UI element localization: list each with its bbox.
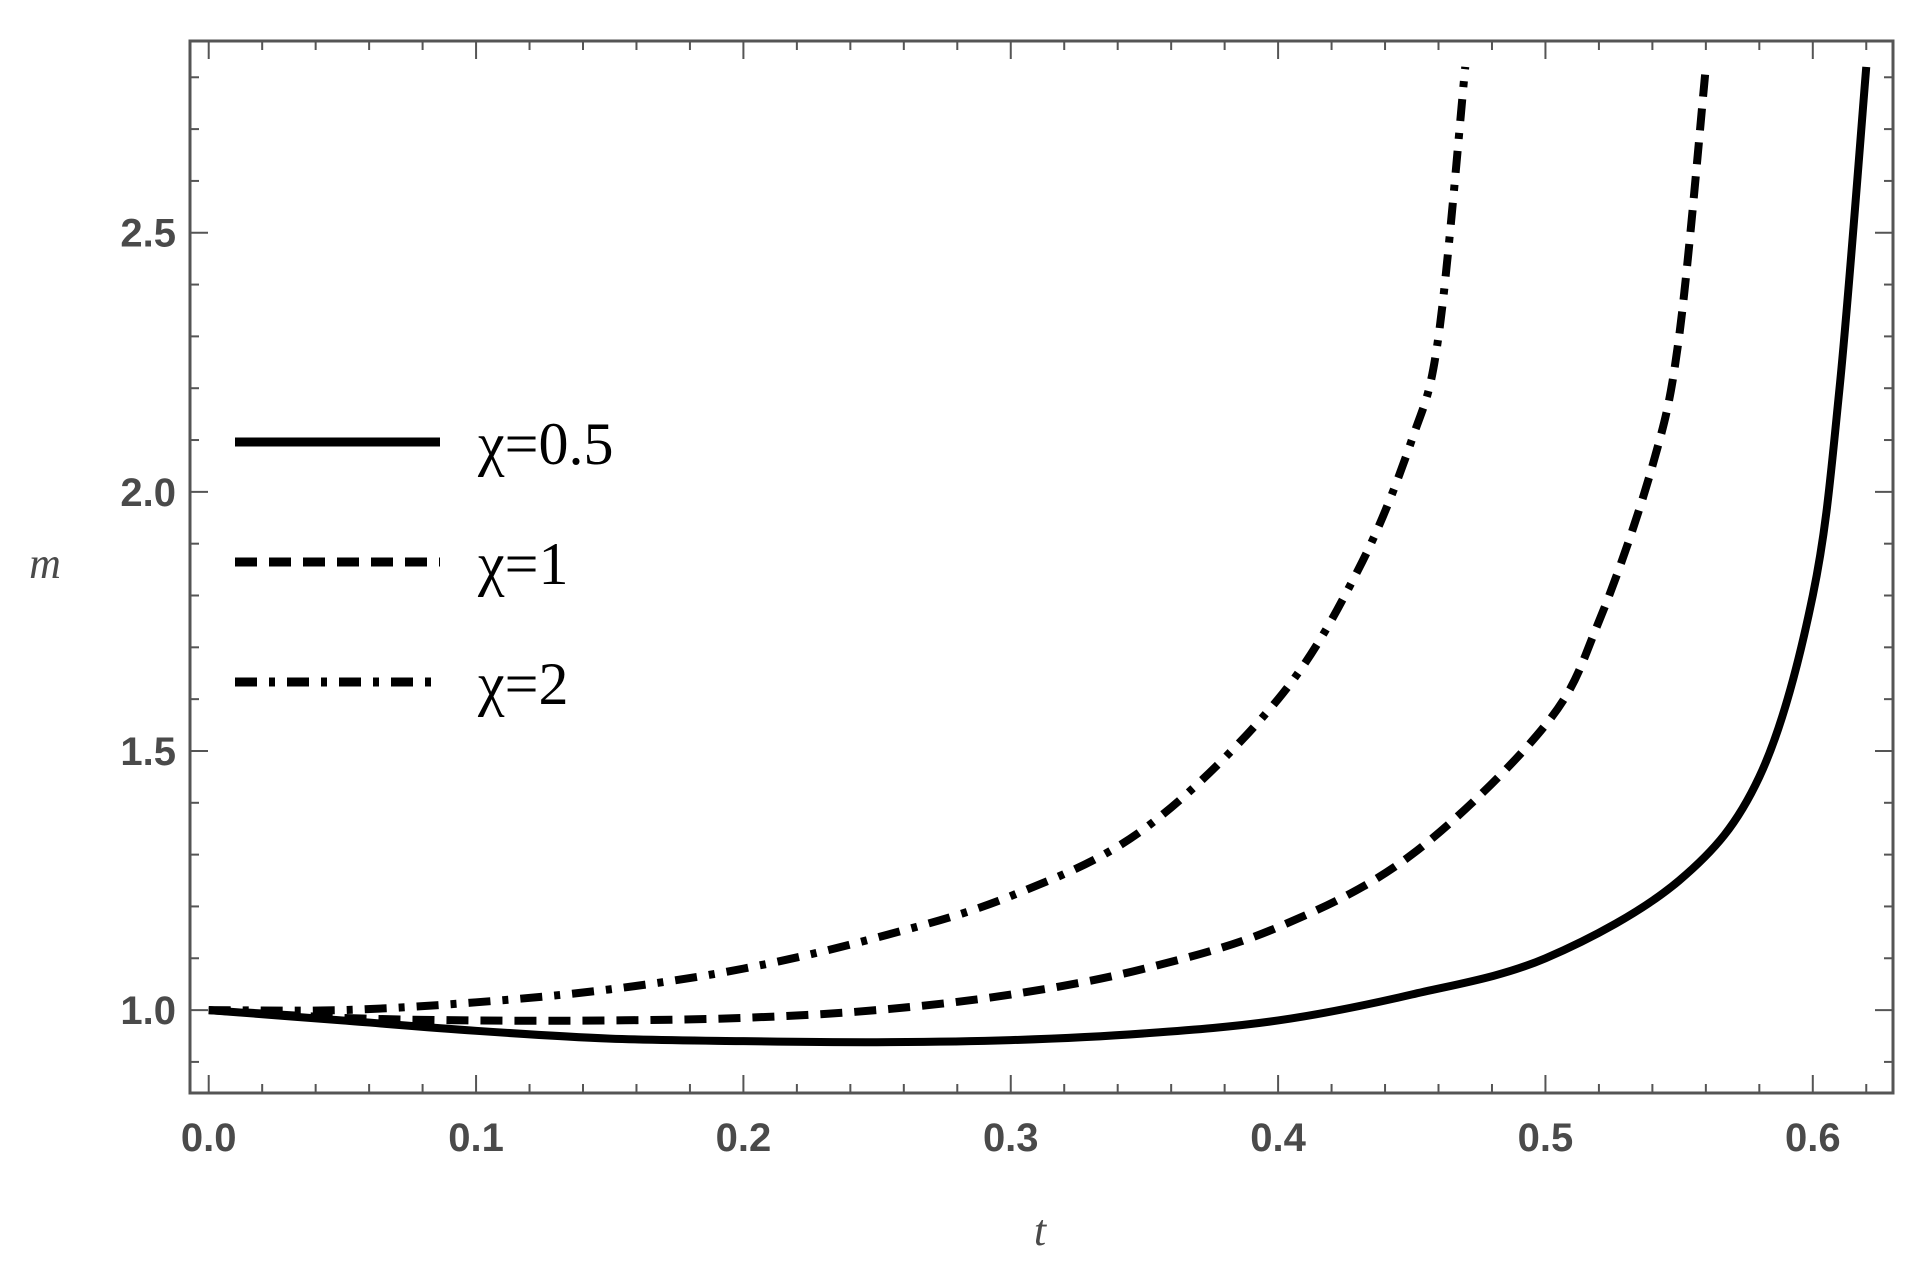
y-tick-label: 1.5 (120, 730, 176, 774)
x-tick-label: 0.0 (181, 1116, 237, 1160)
y-tick-label: 2.5 (120, 212, 176, 256)
x-tick-label: 0.2 (716, 1116, 772, 1160)
legend-label-1: χ=0.5 (477, 411, 613, 477)
x-tick-label: 0.4 (1250, 1116, 1306, 1160)
x-tick-label: 0.6 (1785, 1116, 1841, 1160)
x-axis-title: t (1034, 1206, 1048, 1255)
series-line-2 (208, 66, 1710, 1025)
y-tick-label: 2.0 (120, 471, 176, 515)
plot-frame (188, 39, 1895, 1095)
series-lines (208, 66, 1871, 1047)
axis-tick-labels: 0.0 0.1 0.2 0.3 0.4 0.5 0.6 1.0 1.5 2.0 2.5 (120, 212, 1840, 1160)
axis-ticks (190, 41, 1893, 1093)
legend-label-3: χ=2 (477, 651, 568, 717)
y-axis-title: m (29, 539, 61, 588)
y-tick-label: 1.0 (120, 989, 176, 1033)
series-line-3 (208, 66, 1470, 1015)
legend-label-2: χ=1 (477, 531, 568, 597)
x-tick-label: 0.1 (448, 1116, 504, 1160)
x-tick-label: 0.5 (1518, 1116, 1574, 1160)
x-tick-label: 0.3 (983, 1116, 1039, 1160)
legend: χ=0.5 χ=1 χ=2 (235, 411, 613, 717)
series-line-1 (208, 66, 1871, 1047)
